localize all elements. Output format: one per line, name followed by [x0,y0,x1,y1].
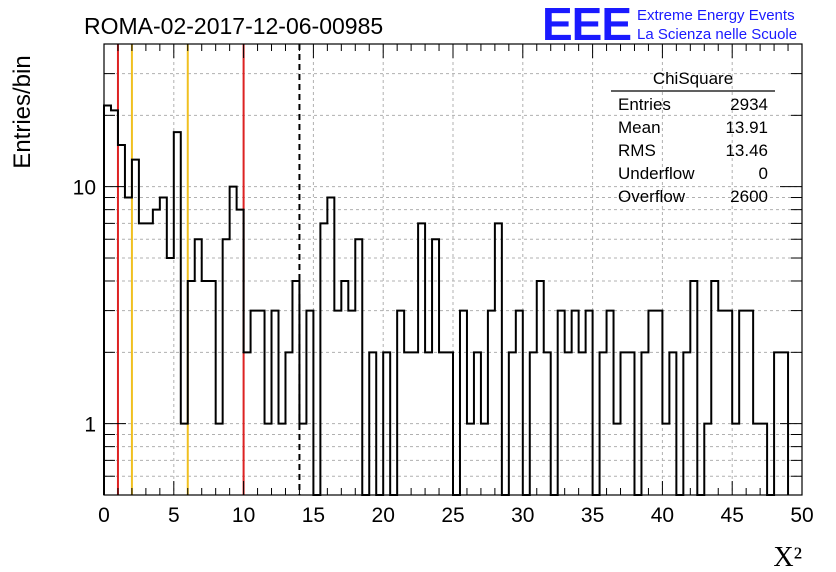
chart-title: ROMA-02-2017-12-06-00985 [84,13,383,39]
stats-label-rms: RMS [618,141,656,160]
stats-value-overflow: 2600 [730,187,768,206]
stats-label-overflow: Overflow [618,187,686,206]
stats-box-title: ChiSquare [653,69,733,88]
stats-label-mean: Mean [618,118,661,137]
x-tick-label: 5 [168,504,180,527]
x-tick-label: 45 [721,504,744,527]
y-tick-label: 10 [73,177,96,200]
eee-logo-line1: Extreme Energy Events [637,7,795,24]
stats-value-entries: 2934 [730,95,768,114]
x-axis-label: X² [773,542,802,572]
stats-value-rms: 13.46 [725,141,768,160]
x-tick-label: 40 [651,504,674,527]
stats-value-underflow: 0 [759,164,768,183]
x-tick-label: 25 [441,504,464,527]
x-tick-label: 35 [581,504,604,527]
stats-label-underflow: Underflow [618,164,695,183]
y-tick-label: 1 [84,414,96,437]
stats-label-entries: Entries [618,95,671,114]
eee-logo-line2: La Scienza nelle Scuole [637,26,797,43]
eee-logo-mark: EEE [542,0,631,50]
axis-ticks [103,43,803,496]
marker-lines [116,44,301,495]
y-tick-labels: 1 10 [73,177,96,437]
stats-box: ChiSquare Entries 2934 Mean 13.91 RMS 13… [611,69,775,206]
x-tick-label: 0 [98,504,110,527]
y-axis-label: Entries/bin [9,55,36,168]
eee-logo: EEE Extreme Energy Events La Scienza nel… [542,0,797,50]
x-tick-label: 50 [790,504,813,527]
x-tick-label: 30 [511,504,534,527]
x-tick-label: 20 [372,504,395,527]
x-tick-labels: 0 5 10 15 20 25 30 35 40 45 50 [98,504,814,527]
stats-value-mean: 13.91 [725,118,768,137]
x-tick-label: 15 [302,504,325,527]
x-tick-label: 10 [232,504,255,527]
histogram-series [103,104,790,496]
